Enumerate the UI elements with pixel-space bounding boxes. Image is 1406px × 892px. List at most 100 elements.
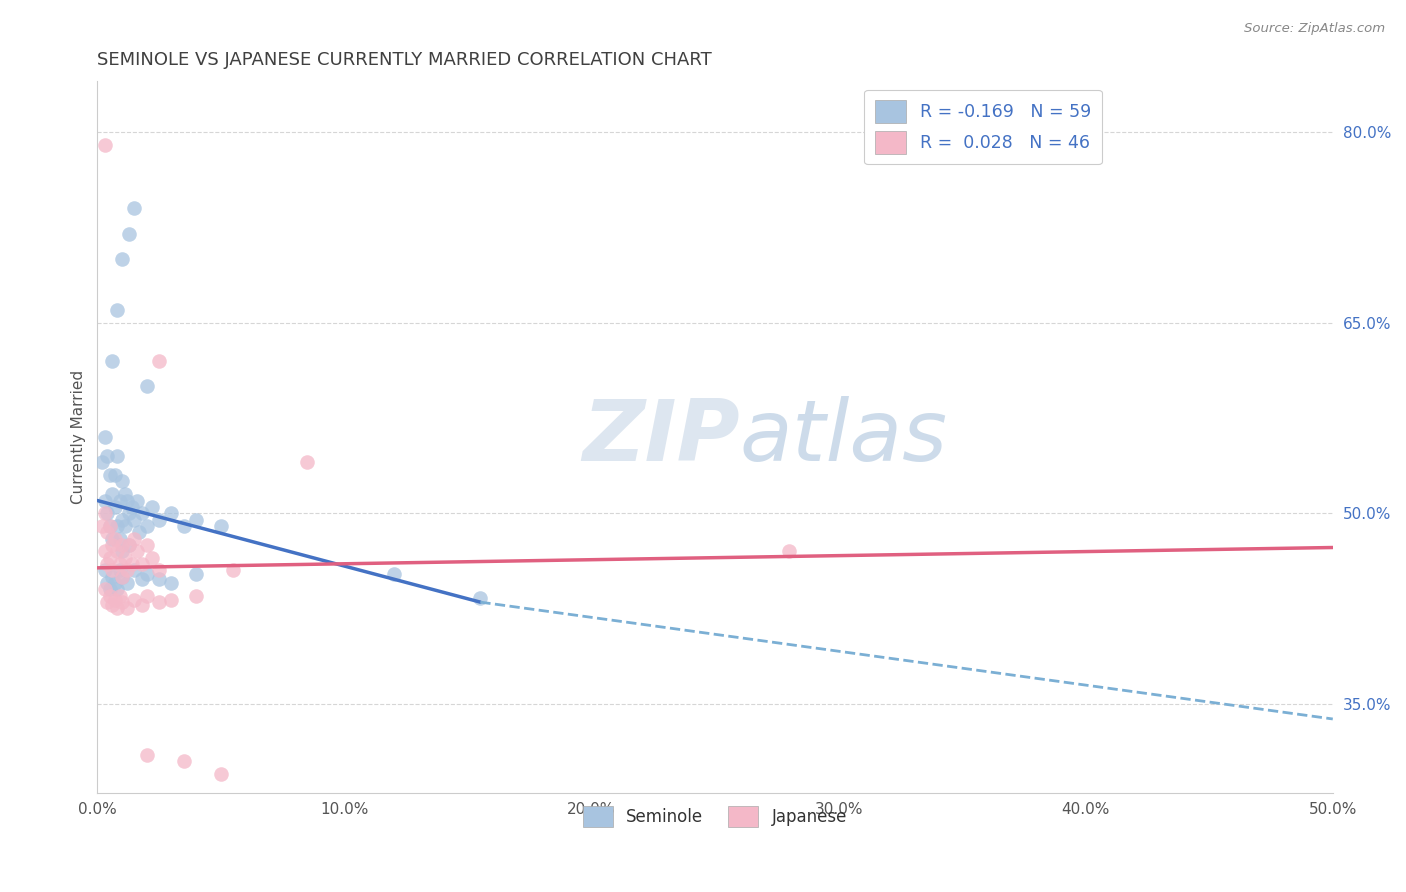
Point — [382, 567, 405, 582]
Point — [128, 525, 150, 540]
Point — [94, 563, 117, 577]
Point — [96, 595, 118, 609]
Point — [148, 563, 170, 577]
Point — [297, 455, 319, 469]
Legend: Seminole, Japanese: Seminole, Japanese — [576, 799, 853, 834]
Point — [98, 550, 121, 565]
Point — [111, 512, 134, 526]
Point — [209, 766, 232, 780]
Point — [160, 592, 183, 607]
Point — [115, 563, 138, 577]
Point — [115, 601, 138, 615]
Point — [111, 475, 134, 489]
Point — [105, 303, 128, 318]
Point — [94, 582, 117, 597]
Point — [101, 538, 124, 552]
Point — [135, 567, 157, 582]
Point — [105, 449, 128, 463]
Point — [101, 563, 124, 577]
Point — [131, 572, 153, 586]
Point — [111, 252, 134, 267]
Point — [91, 455, 114, 469]
Point — [135, 747, 157, 762]
Point — [118, 227, 141, 241]
Point — [118, 506, 141, 520]
Point — [124, 202, 146, 216]
Point — [186, 567, 208, 582]
Point — [114, 550, 136, 565]
Text: SEMINOLE VS JAPANESE CURRENTLY MARRIED CORRELATION CHART: SEMINOLE VS JAPANESE CURRENTLY MARRIED C… — [97, 51, 711, 69]
Point — [96, 506, 118, 520]
Point — [94, 137, 117, 152]
Point — [101, 532, 124, 546]
Point — [124, 512, 146, 526]
Text: Source: ZipAtlas.com: Source: ZipAtlas.com — [1244, 22, 1385, 36]
Point — [96, 449, 118, 463]
Point — [101, 570, 124, 584]
Point — [98, 519, 121, 533]
Point — [108, 589, 131, 603]
Point — [131, 598, 153, 612]
Point — [135, 379, 157, 393]
Point — [98, 589, 121, 603]
Point — [135, 538, 157, 552]
Point — [101, 487, 124, 501]
Point — [104, 500, 127, 514]
Point — [105, 601, 128, 615]
Point — [118, 538, 141, 552]
Point — [160, 506, 183, 520]
Point — [148, 595, 170, 609]
Point — [96, 525, 118, 540]
Point — [148, 572, 170, 586]
Point — [124, 532, 146, 546]
Point — [148, 353, 170, 368]
Point — [470, 591, 492, 606]
Point — [98, 468, 121, 483]
Point — [778, 544, 800, 558]
Point — [101, 598, 124, 612]
Point — [111, 595, 134, 609]
Point — [135, 589, 157, 603]
Text: ZIP: ZIP — [582, 395, 740, 478]
Point — [98, 582, 121, 597]
Point — [115, 493, 138, 508]
Point — [131, 557, 153, 571]
Point — [222, 563, 245, 577]
Point — [94, 430, 117, 444]
Point — [96, 557, 118, 571]
Point — [124, 592, 146, 607]
Point — [111, 544, 134, 558]
Point — [104, 532, 127, 546]
Point — [108, 557, 131, 571]
Point — [115, 576, 138, 591]
Point — [94, 506, 117, 520]
Point — [135, 519, 157, 533]
Point — [104, 468, 127, 483]
Point — [108, 563, 131, 577]
Point — [111, 538, 134, 552]
Point — [121, 557, 143, 571]
Point — [111, 570, 134, 584]
Y-axis label: Currently Married: Currently Married — [72, 370, 86, 504]
Point — [104, 576, 127, 591]
Point — [91, 519, 114, 533]
Point — [173, 519, 195, 533]
Point — [118, 538, 141, 552]
Point — [105, 519, 128, 533]
Point — [121, 500, 143, 514]
Point — [108, 493, 131, 508]
Point — [186, 589, 208, 603]
Point — [111, 570, 134, 584]
Point — [141, 550, 163, 565]
Point — [108, 532, 131, 546]
Text: atlas: atlas — [740, 395, 948, 478]
Point — [160, 576, 183, 591]
Point — [148, 512, 170, 526]
Point — [105, 544, 128, 558]
Point — [124, 563, 146, 577]
Point — [104, 592, 127, 607]
Point — [125, 544, 148, 558]
Point — [209, 519, 232, 533]
Point — [94, 544, 117, 558]
Point — [173, 754, 195, 768]
